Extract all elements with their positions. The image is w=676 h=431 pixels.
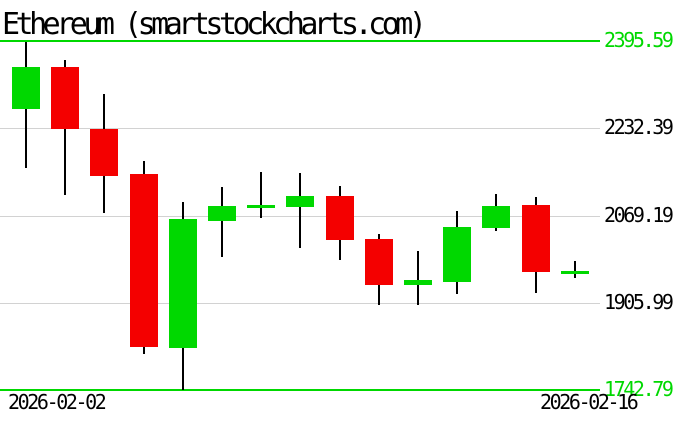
x-axis-label-end: 2026-02-16: [540, 390, 639, 414]
candle-body-up: [12, 67, 40, 109]
candle-body-up: [208, 206, 236, 221]
candle-body-down: [51, 67, 79, 129]
candle-body-up: [169, 219, 197, 348]
y-axis-tick-label: 1742.79: [604, 377, 674, 401]
candle-body-up: [247, 205, 275, 208]
candle-wick: [221, 187, 223, 257]
y-axis-tick-label: 2232.39: [604, 115, 674, 139]
candle-body-up: [482, 206, 510, 228]
candle-wick: [299, 173, 301, 248]
candle-body-down: [130, 174, 158, 347]
gridline: [0, 128, 600, 129]
x-axis-label-start: 2026-02-02: [8, 390, 107, 414]
candle-body-down: [365, 239, 393, 285]
candle-body-up: [286, 196, 314, 207]
candle-body-down: [90, 129, 118, 176]
axis-gridline: [0, 40, 600, 42]
candle-wick: [574, 261, 576, 278]
chart-title: Ethereum (smartstockcharts.com): [2, 7, 427, 42]
y-axis-tick-label: 2069.19: [604, 203, 674, 227]
candle-body-up: [404, 280, 432, 285]
gridline: [0, 303, 600, 304]
candle-body-down: [326, 196, 354, 240]
candle-wick: [417, 251, 419, 305]
y-axis-tick-label: 2395.59: [604, 28, 674, 52]
y-axis-tick-label: 1905.99: [604, 290, 674, 314]
candle-body-down: [522, 205, 550, 272]
candle-body-up: [561, 271, 589, 274]
candle-body-up: [443, 227, 471, 282]
axis-gridline: [0, 389, 600, 391]
candle-wick: [260, 172, 262, 218]
